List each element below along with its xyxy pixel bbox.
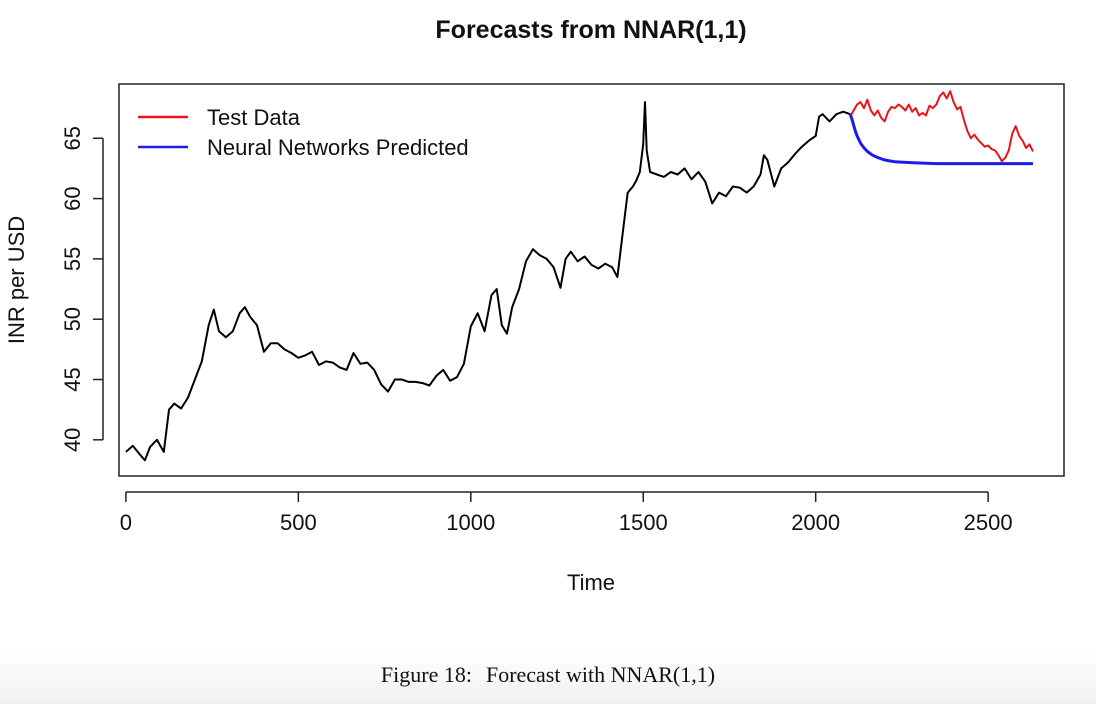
chart-title: Forecasts from NNAR(1,1) [435,16,746,44]
series-layer [125,90,1034,462]
legend: Test Data Neural Networks Predicted [138,105,469,160]
y-tick-label: 45 [60,367,85,391]
legend-label: Test Data [207,105,301,130]
y-axis: 40 45 50 55 60 65 [60,126,104,452]
caption-label: Figure 18: [380,662,472,687]
x-tick-label: 1500 [619,510,668,535]
x-axis: 0 500 1000 1500 2000 2500 [120,491,1013,535]
y-tick-label: 65 [60,126,85,150]
x-tick-label: 0 [120,510,132,535]
plot-frame [118,83,1065,477]
x-tick-label: 2000 [791,510,840,535]
y-tick-label: 50 [60,307,85,331]
x-tick-label: 500 [280,510,317,535]
y-tick-label: 40 [60,428,85,452]
series-line-test-data [849,90,1034,163]
caption-text: Forecast with NNAR(1,1) [485,662,716,687]
x-tick-label: 2500 [964,510,1013,535]
y-axis-label: INR per USD [4,216,29,344]
series-line-neural-networks-predicted [848,113,1033,166]
x-tick-label: 1000 [446,510,495,535]
figure-caption: Figure 18: Forecast with NNAR(1,1) [0,662,1096,688]
legend-label: Neural Networks Predicted [207,135,469,160]
series-line-history [125,101,851,462]
y-tick-label: 55 [60,247,85,271]
x-axis-label: Time [567,570,615,595]
y-tick-label: 60 [60,186,85,210]
chart: Forecasts from NNAR(1,1) 0 500 1000 1500 200… [4,16,1065,595]
